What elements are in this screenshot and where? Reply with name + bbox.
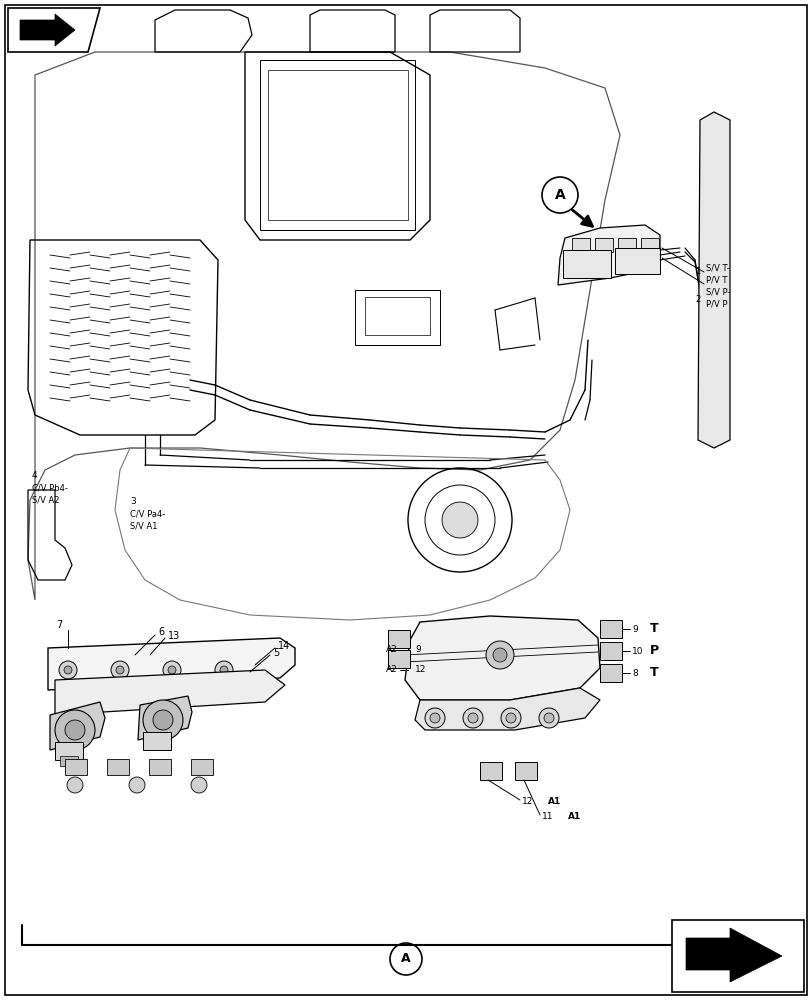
Bar [640,238,659,252]
Text: 12: 12 [414,666,426,674]
Circle shape [492,648,506,662]
Bar [388,630,410,648]
Text: 1: 1 [694,267,699,276]
Text: 8: 8 [631,668,637,678]
Text: 6: 6 [158,627,164,637]
Text: P/V P: P/V P [705,300,727,308]
Text: 9: 9 [631,624,637,634]
Circle shape [59,661,77,679]
Bar [672,920,803,992]
Text: C/V Pb4-: C/V Pb4- [32,484,68,492]
Polygon shape [138,696,191,740]
Text: T: T [649,666,658,680]
Polygon shape [697,112,729,448]
Bar [599,642,621,660]
Polygon shape [48,638,294,690]
Circle shape [111,661,129,679]
Bar [107,759,129,775]
Circle shape [220,666,228,674]
Text: 7: 7 [56,620,62,630]
Bar [260,60,414,230]
Circle shape [543,713,553,723]
Circle shape [163,661,181,679]
Polygon shape [557,225,659,285]
Text: T: T [649,622,658,636]
Text: P: P [649,644,659,658]
Polygon shape [685,928,781,982]
Text: C/V Pa4-: C/V Pa4- [130,510,165,518]
Bar [60,756,78,766]
Text: 12: 12 [521,797,533,806]
Text: A: A [554,188,564,202]
Circle shape [441,502,478,538]
Bar [599,664,621,682]
Text: 13: 13 [168,631,180,641]
Text: S/V P-: S/V P- [705,288,730,296]
Bar [55,742,83,760]
Circle shape [55,710,95,750]
Text: A1: A1 [568,812,581,821]
Bar [388,650,410,668]
Text: A2: A2 [386,666,397,674]
Bar [365,297,430,335]
Circle shape [191,777,207,793]
Bar [354,290,440,345]
Circle shape [430,713,440,723]
Circle shape [467,713,478,723]
Bar [614,248,659,274]
Polygon shape [20,14,75,46]
Text: 2: 2 [694,296,699,304]
Polygon shape [414,688,599,730]
Text: A1: A1 [547,797,560,806]
Circle shape [539,708,558,728]
Text: P/V T: P/V T [705,275,727,284]
Circle shape [505,713,515,723]
Circle shape [500,708,521,728]
Text: S/V A2: S/V A2 [32,495,59,504]
Bar [143,732,171,750]
Bar [65,759,87,775]
Bar [268,70,407,220]
Polygon shape [55,670,285,715]
Polygon shape [405,616,599,700]
Circle shape [152,710,173,730]
Bar [571,238,590,252]
Circle shape [168,666,176,674]
Text: A: A [401,952,410,965]
Circle shape [143,700,182,740]
Text: 11: 11 [541,812,553,821]
Text: 3: 3 [130,497,135,506]
Polygon shape [8,8,100,52]
Bar [148,759,171,775]
Circle shape [424,708,444,728]
Circle shape [215,661,233,679]
Bar [562,250,610,278]
Text: 14: 14 [277,641,290,651]
Text: 9: 9 [414,646,420,654]
Circle shape [486,641,513,669]
Text: 4: 4 [32,471,37,480]
Text: 10: 10 [631,646,642,656]
Circle shape [116,666,124,674]
Bar [514,762,536,780]
Text: 5: 5 [272,648,279,658]
Polygon shape [50,702,105,750]
Bar [191,759,212,775]
Circle shape [67,777,83,793]
Bar [599,620,621,638]
Circle shape [462,708,483,728]
Text: S/V A1: S/V A1 [130,522,157,530]
Bar [594,238,612,252]
Text: A2: A2 [386,646,397,654]
Bar [479,762,501,780]
Circle shape [64,666,72,674]
Text: S/V T-: S/V T- [705,263,729,272]
Circle shape [129,777,145,793]
Bar [617,238,635,252]
Circle shape [65,720,85,740]
